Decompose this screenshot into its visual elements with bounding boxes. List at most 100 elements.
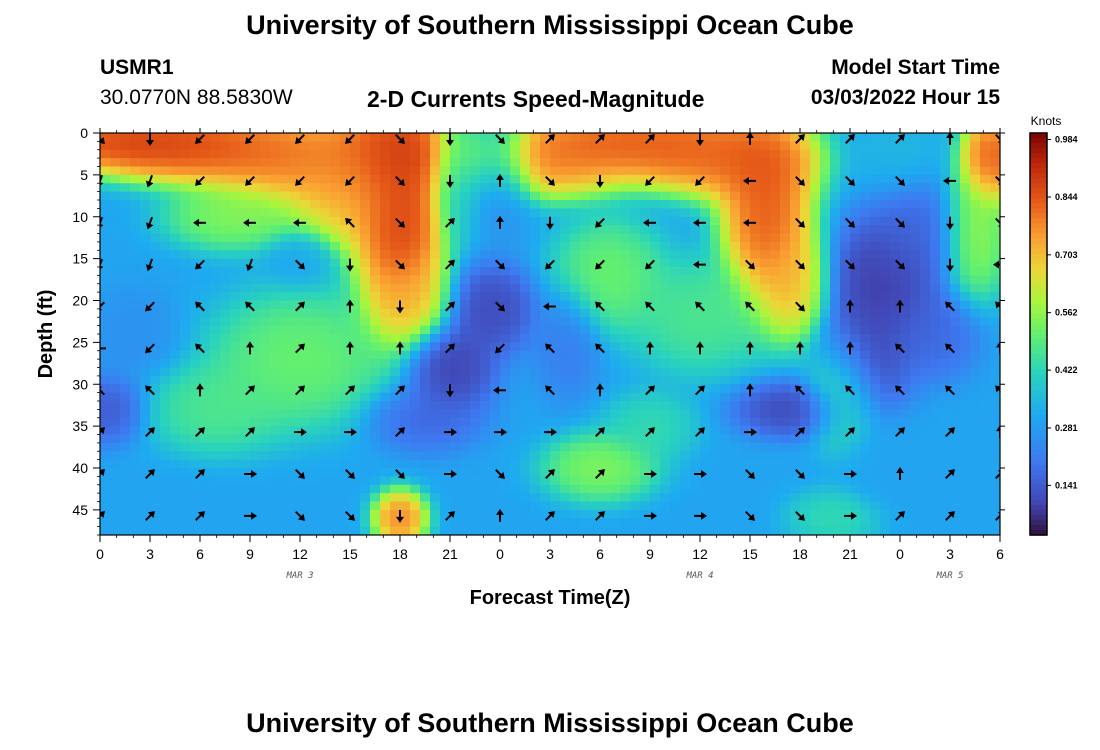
heatmap-cell — [150, 241, 161, 251]
heatmap-cell — [460, 417, 471, 427]
heatmap-cell — [340, 233, 351, 243]
heatmap-cell — [590, 208, 601, 218]
heatmap-cell — [940, 174, 951, 184]
heatmap-cell — [910, 509, 921, 519]
heatmap-cell — [360, 384, 371, 394]
heatmap-cell — [900, 434, 911, 444]
heatmap-cell — [280, 166, 291, 176]
heatmap-cell — [830, 191, 841, 201]
heatmap-cell — [800, 317, 811, 327]
heatmap-cell — [560, 484, 571, 494]
heatmap-cell — [590, 292, 601, 302]
heatmap-cell — [950, 384, 961, 394]
heatmap-cell — [390, 317, 401, 327]
heatmap-cell — [840, 241, 851, 251]
current-arrow — [195, 510, 205, 521]
current-arrow — [445, 343, 455, 354]
heatmap-cell — [930, 468, 941, 477]
heatmap-cell — [620, 283, 631, 293]
heatmap-cell — [680, 292, 691, 302]
current-arrow — [495, 343, 505, 354]
heatmap-cell — [470, 216, 481, 226]
colorbar-segment — [1030, 243, 1047, 250]
current-arrow — [293, 218, 306, 227]
heatmap-cell — [750, 141, 761, 151]
heatmap-cell — [470, 501, 481, 511]
heatmap-cell — [840, 225, 851, 235]
heatmap-cell — [640, 208, 651, 218]
heatmap-cell — [350, 258, 361, 268]
heatmap-cell — [190, 526, 201, 535]
heatmap-cell — [930, 350, 941, 360]
heatmap-cell — [320, 258, 331, 268]
heatmap-cell — [100, 191, 111, 201]
heatmap-cell — [450, 283, 461, 293]
current-arrow — [744, 428, 757, 437]
heatmap-cell — [540, 476, 551, 486]
heatmap-cell — [270, 133, 281, 142]
heatmap-cell — [600, 484, 611, 494]
heatmap-cell — [270, 451, 281, 461]
current-arrow — [693, 218, 706, 227]
heatmap-cell — [770, 133, 781, 142]
heatmap-cell — [620, 241, 631, 251]
heatmap-cell — [820, 325, 831, 335]
current-arrow — [845, 175, 855, 186]
heatmap-cell — [870, 484, 881, 494]
current-arrow — [595, 259, 605, 270]
heatmap-cell — [700, 451, 711, 461]
heatmap-cell — [970, 283, 981, 293]
heatmap-cell — [720, 334, 731, 343]
heatmap-cell — [960, 434, 971, 444]
heatmap-cell — [490, 509, 501, 519]
heatmap-cell — [840, 442, 851, 452]
heatmap-cell — [720, 501, 731, 511]
heatmap-cell — [940, 426, 951, 436]
heatmap-cell — [570, 426, 581, 436]
heatmap-cell — [430, 241, 441, 251]
heatmap-cell — [480, 350, 491, 360]
heatmap-cell — [830, 149, 841, 159]
heatmap-cell — [340, 459, 351, 469]
heatmap-cell — [510, 384, 521, 394]
heatmap-cell — [340, 434, 351, 444]
heatmap-cell — [160, 183, 171, 193]
heatmap-cell — [660, 183, 671, 193]
heatmap-cell — [640, 225, 651, 235]
heatmap-cell — [880, 233, 891, 243]
heatmap-cell — [400, 283, 411, 293]
heatmap-cell — [700, 392, 711, 402]
heatmap-cell — [230, 225, 241, 235]
heatmap-cell — [140, 493, 151, 503]
heatmap-cell — [460, 384, 471, 394]
heatmap-cell — [210, 459, 221, 469]
heatmap-cell — [400, 141, 411, 151]
heatmap-cell — [750, 317, 761, 327]
colorbar-segment — [1030, 193, 1047, 199]
heatmap-cell — [540, 509, 551, 519]
colorbar-tick-label: 0.141 — [1055, 480, 1078, 490]
heatmap-cell — [620, 401, 631, 410]
heatmap-cell — [570, 166, 581, 176]
heatmap-cell — [970, 149, 981, 159]
heatmap-cell — [660, 267, 671, 276]
heatmap-cell — [970, 241, 981, 251]
heatmap-cell — [630, 149, 641, 159]
heatmap-cell — [570, 183, 581, 193]
heatmap-cell — [860, 267, 871, 276]
x-tick-label: 18 — [792, 546, 808, 562]
heatmap-cell — [330, 484, 341, 494]
heatmap-cell — [740, 476, 751, 486]
heatmap-cell — [770, 359, 781, 369]
heatmap-cell — [280, 317, 291, 327]
heatmap-cell — [530, 317, 541, 327]
heatmap-cell — [730, 317, 741, 327]
heatmap-cell — [180, 409, 191, 419]
heatmap-cell — [240, 501, 251, 511]
heatmap-cell — [150, 476, 161, 486]
heatmap-cell — [780, 476, 791, 486]
heatmap-cell — [320, 384, 331, 394]
heatmap-cell — [570, 283, 581, 293]
heatmap-cell — [500, 468, 511, 477]
heatmap-cell — [520, 275, 531, 285]
